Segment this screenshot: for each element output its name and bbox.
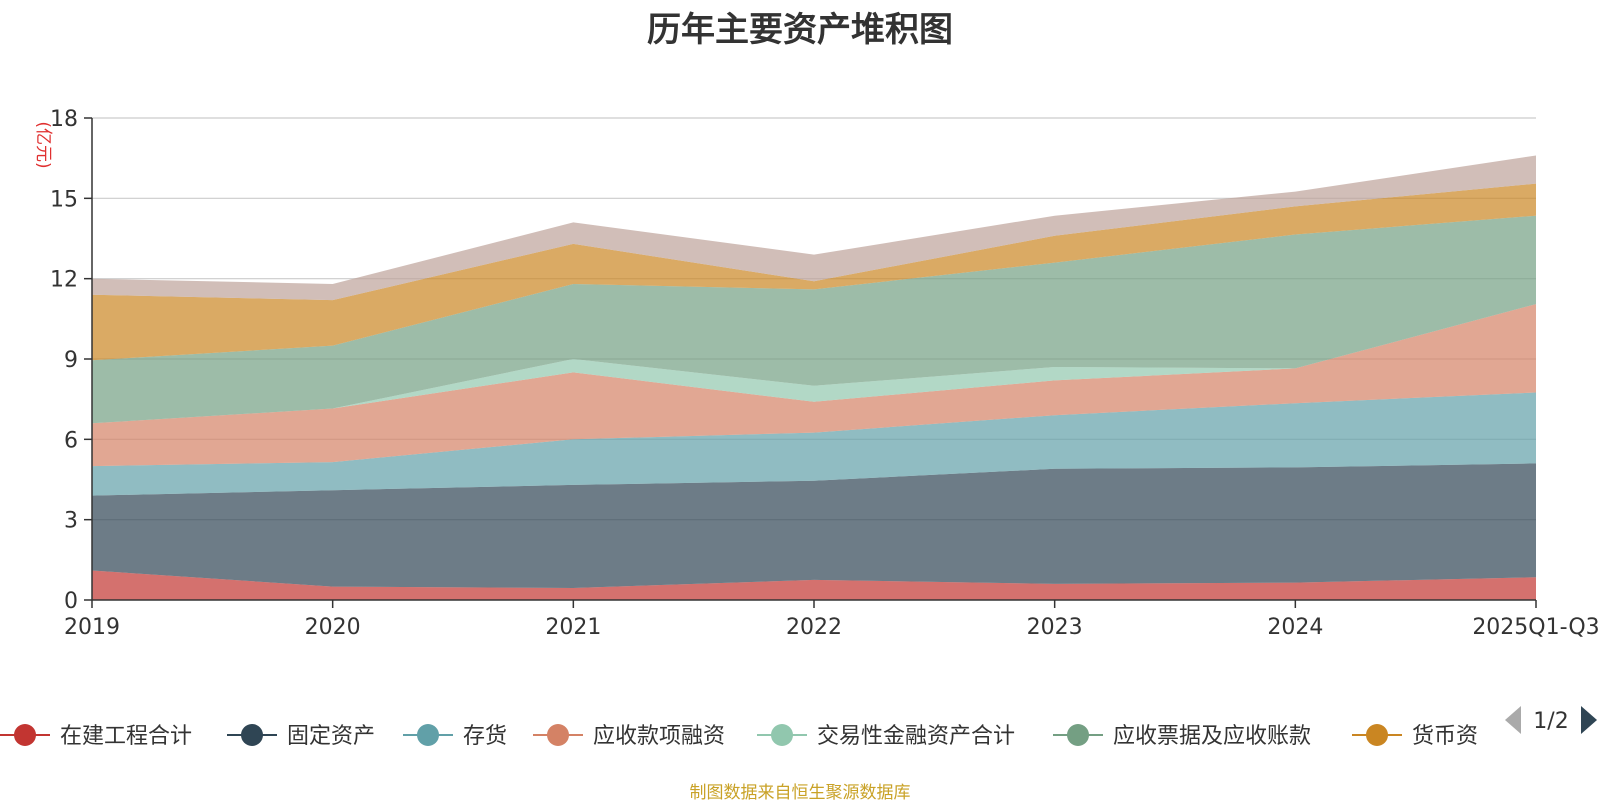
legend-item[interactable]: 在建工程合计	[0, 724, 192, 749]
area-series-7	[92, 183, 1536, 361]
area-series-3	[92, 392, 1536, 496]
legend-item[interactable]: 存货	[403, 724, 507, 749]
legend-next-page-icon[interactable]	[1581, 706, 1597, 734]
legend-label: 应收票据及应收账款	[1113, 724, 1311, 749]
y-tick-label: 12	[50, 268, 78, 293]
legend[interactable]: 在建工程合计 固定资产 存货 应收款项融资 交易性金融资产合计 应收票据及应收账款 货币资	[0, 724, 1478, 749]
legend-page-indicator: 1/2	[1533, 709, 1568, 734]
legend-label: 货币资	[1412, 724, 1478, 749]
legend-label: 固定资产	[287, 724, 375, 749]
y-tick-label: 18	[50, 107, 78, 132]
legend-marker	[1067, 724, 1089, 746]
legend-label: 在建工程合计	[60, 724, 192, 749]
x-tick-label: 2024	[1267, 615, 1323, 640]
legend-prev-page-icon[interactable]	[1505, 706, 1521, 734]
x-tick-label: 2023	[1027, 615, 1083, 640]
y-tick-label: 0	[64, 589, 78, 614]
area-series-1	[92, 570, 1536, 600]
legend-marker	[771, 724, 793, 746]
x-tick-label: 2022	[786, 615, 842, 640]
legend-item[interactable]: 交易性金融资产合计	[757, 724, 1015, 749]
area-series-2	[92, 463, 1536, 588]
legend-marker	[547, 724, 569, 746]
y-ticks: 0 3 6 9 12 15 18	[50, 107, 92, 614]
area-series-5	[92, 304, 1536, 424]
legend-marker	[14, 724, 36, 746]
y-tick-label: 3	[64, 509, 78, 534]
legend-item[interactable]: 应收款项融资	[533, 724, 725, 749]
x-ticks: 2019 2020 2021 2022 2023 2024 2025Q1-Q3	[64, 600, 1600, 640]
x-tick-label: 2025Q1-Q3	[1472, 615, 1599, 640]
legend-item[interactable]: 货币资	[1352, 724, 1478, 749]
legend-item[interactable]: 应收票据及应收账款	[1053, 724, 1311, 749]
chart-title: 历年主要资产堆积图	[647, 10, 953, 50]
x-tick-label: 2021	[545, 615, 601, 640]
area-series-4	[92, 304, 1536, 467]
y-tick-label: 6	[64, 428, 78, 453]
y-axis-unit-label: (亿元)	[33, 121, 53, 168]
legend-item[interactable]: 固定资产	[227, 724, 375, 749]
legend-label: 交易性金融资产合计	[817, 724, 1015, 749]
area-series-8	[92, 155, 1536, 301]
area-series	[92, 155, 1536, 600]
area-series-6	[92, 215, 1536, 424]
legend-pager[interactable]: 1/2	[1505, 706, 1597, 734]
y-tick-label: 15	[50, 187, 78, 212]
legend-marker	[417, 724, 439, 746]
legend-label: 存货	[463, 724, 507, 749]
legend-marker	[1366, 724, 1388, 746]
y-tick-label: 9	[64, 348, 78, 373]
source-note: 制图数据来自恒生聚源数据库	[689, 783, 911, 803]
x-tick-label: 2019	[64, 615, 120, 640]
legend-marker	[241, 724, 263, 746]
legend-label: 应收款项融资	[593, 724, 725, 749]
x-tick-label: 2020	[305, 615, 361, 640]
